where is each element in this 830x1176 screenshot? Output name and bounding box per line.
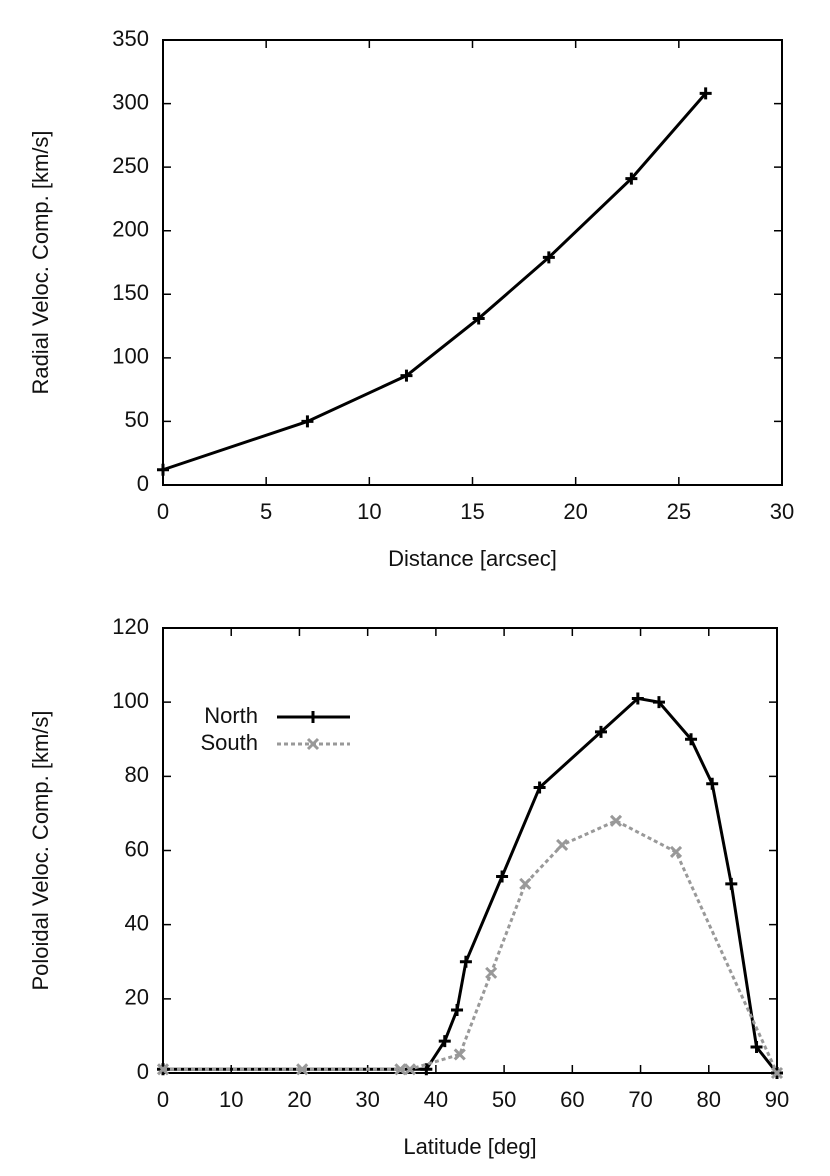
data-marker <box>301 415 314 428</box>
data-marker <box>533 781 546 794</box>
data-marker <box>609 814 623 827</box>
y-tick-label: 120 <box>112 614 149 639</box>
x-tick-label: 50 <box>492 1087 516 1112</box>
y-tick-label: 20 <box>125 985 149 1010</box>
x-tick-label: 0 <box>157 499 169 524</box>
y-tick-label: 300 <box>112 89 149 114</box>
plot-frame <box>162 627 778 1074</box>
y-axis-label: Poloidal Veloc. Comp. [km/s] <box>28 710 53 990</box>
x-tick-label: 40 <box>424 1087 448 1112</box>
data-marker <box>594 725 607 738</box>
data-marker <box>459 955 472 968</box>
y-tick-label: 100 <box>112 688 149 713</box>
data-line <box>163 819 779 1074</box>
y-tick-label: 60 <box>125 836 149 861</box>
data-marker <box>750 1041 763 1054</box>
data-marker <box>631 692 644 705</box>
x-axis-label: Distance [arcsec] <box>388 546 557 571</box>
x-tick-label: 25 <box>667 499 691 524</box>
x-tick-label: 0 <box>157 1087 169 1112</box>
x-tick-label: 15 <box>460 499 484 524</box>
data-marker <box>706 777 719 790</box>
plot-frame <box>162 39 783 486</box>
data-marker <box>400 369 413 382</box>
data-marker <box>556 838 569 851</box>
x-tick-label: 10 <box>357 499 381 524</box>
data-marker <box>296 1063 309 1076</box>
data-marker <box>685 733 698 746</box>
data-marker <box>472 312 485 325</box>
x-tick-label: 30 <box>355 1087 379 1112</box>
data-marker <box>496 870 509 883</box>
y-tick-label: 40 <box>125 910 149 935</box>
data-marker <box>725 877 738 890</box>
data-marker <box>669 845 683 859</box>
data-line <box>162 92 707 472</box>
x-tick-label: 60 <box>560 1087 584 1112</box>
y-axis-label: Radial Veloc. Comp. [km/s] <box>28 130 53 394</box>
legend-label: North <box>204 703 258 728</box>
y-tick-label: 150 <box>112 280 149 305</box>
data-marker <box>542 251 555 264</box>
data-marker <box>394 1063 407 1076</box>
data-marker <box>625 172 638 185</box>
x-tick-label: 90 <box>765 1087 789 1112</box>
y-tick-label: 200 <box>112 217 149 242</box>
data-marker <box>485 966 498 979</box>
data-marker <box>519 877 532 890</box>
data-marker <box>770 1066 784 1080</box>
legend-marker <box>307 711 319 723</box>
y-tick-label: 250 <box>112 153 149 178</box>
x-tick-label: 5 <box>260 499 272 524</box>
y-tick-label: 50 <box>125 407 149 432</box>
x-tick-label: 30 <box>770 499 794 524</box>
data-marker <box>699 87 712 100</box>
x-tick-label: 80 <box>697 1087 721 1112</box>
data-marker <box>403 1063 417 1076</box>
y-tick-label: 100 <box>112 344 149 369</box>
y-tick-label: 0 <box>137 471 149 496</box>
legend-label: South <box>201 730 259 755</box>
x-tick-label: 20 <box>563 499 587 524</box>
data-marker <box>420 1063 433 1076</box>
legend-marker <box>306 737 320 751</box>
x-tick-label: 20 <box>287 1087 311 1112</box>
data-marker <box>157 463 169 476</box>
data-marker <box>451 1003 464 1016</box>
x-axis-label: Latitude [deg] <box>403 1134 536 1159</box>
data-marker <box>156 1063 170 1076</box>
data-marker <box>652 696 665 709</box>
y-tick-label: 0 <box>137 1059 149 1084</box>
data-marker <box>453 1048 466 1061</box>
y-tick-label: 350 <box>112 26 149 51</box>
x-tick-label: 70 <box>628 1087 652 1112</box>
data-marker <box>438 1035 451 1048</box>
x-tick-label: 10 <box>219 1087 243 1112</box>
y-tick-label: 80 <box>125 762 149 787</box>
